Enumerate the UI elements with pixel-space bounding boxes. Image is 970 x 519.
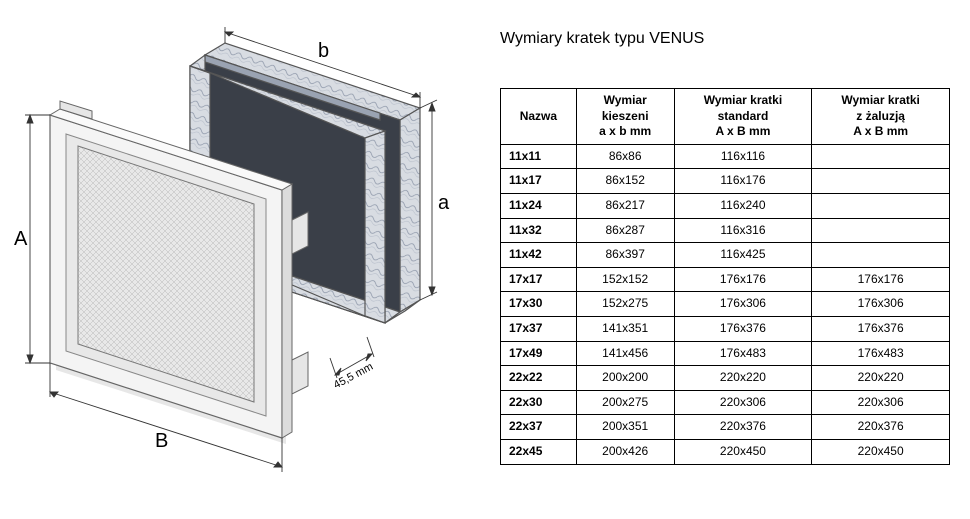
- cell-value: 116x240: [674, 193, 812, 218]
- cell-name: 22x37: [501, 415, 577, 440]
- cell-value: 86x397: [576, 243, 674, 268]
- table-row: 11x2486x217116x240: [501, 193, 950, 218]
- cell-value: 220x306: [812, 390, 950, 415]
- col-blind: Wymiar kratkiz żaluzjąA x B mm: [812, 89, 950, 145]
- cell-value: 141x456: [576, 341, 674, 366]
- cell-value: 220x376: [674, 415, 812, 440]
- cell-value: [812, 169, 950, 194]
- cell-value: 220x450: [812, 439, 950, 464]
- label-a: a: [438, 192, 449, 215]
- col-standard: Wymiar kratkistandardA x B mm: [674, 89, 812, 145]
- cell-value: 176x306: [812, 292, 950, 317]
- col-name: Nazwa: [501, 89, 577, 145]
- cell-value: 200x200: [576, 366, 674, 391]
- cell-value: 86x152: [576, 169, 674, 194]
- cell-value: 220x220: [812, 366, 950, 391]
- cell-name: 22x22: [501, 366, 577, 391]
- cell-value: 200x426: [576, 439, 674, 464]
- cell-name: 11x17: [501, 169, 577, 194]
- label-A: A: [14, 228, 27, 251]
- dimensions-table: Nazwa Wymiarkieszenia x b mm Wymiar krat…: [500, 88, 950, 465]
- cell-name: 22x45: [501, 439, 577, 464]
- table-row: 22x37200x351220x376220x376: [501, 415, 950, 440]
- cell-name: 11x11: [501, 144, 577, 169]
- cell-value: 176x483: [812, 341, 950, 366]
- cell-value: 116x316: [674, 218, 812, 243]
- table-row: 22x45200x426220x450220x450: [501, 439, 950, 464]
- table-row: 17x30152x275176x306176x306: [501, 292, 950, 317]
- cell-value: 116x116: [674, 144, 812, 169]
- table-row: 17x49141x456176x483176x483: [501, 341, 950, 366]
- table-header-row: Nazwa Wymiarkieszenia x b mm Wymiar krat…: [501, 89, 950, 145]
- cell-value: 220x376: [812, 415, 950, 440]
- page-title: Wymiary kratek typu VENUS: [500, 30, 950, 48]
- cell-name: 22x30: [501, 390, 577, 415]
- cell-value: 176x376: [812, 316, 950, 341]
- cell-name: 17x37: [501, 316, 577, 341]
- cell-name: 17x17: [501, 267, 577, 292]
- table-row: 11x1786x152116x176: [501, 169, 950, 194]
- cell-value: 220x220: [674, 366, 812, 391]
- technical-drawing: A B a b 45,5 mm: [0, 0, 480, 514]
- label-b: b: [318, 40, 329, 63]
- table-row: 17x37141x351176x376176x376: [501, 316, 950, 341]
- cell-name: 17x30: [501, 292, 577, 317]
- table-row: 22x22200x200220x220220x220: [501, 366, 950, 391]
- cell-value: 176x176: [812, 267, 950, 292]
- table-row: 11x4286x397116x425: [501, 243, 950, 268]
- col-pocket: Wymiarkieszenia x b mm: [576, 89, 674, 145]
- cell-value: 86x86: [576, 144, 674, 169]
- cell-value: 200x275: [576, 390, 674, 415]
- cell-value: 116x425: [674, 243, 812, 268]
- cell-value: [812, 193, 950, 218]
- table-body: 11x1186x86116x11611x1786x152116x17611x24…: [501, 144, 950, 464]
- grille-diagram-svg: [0, 0, 480, 514]
- cell-value: 86x217: [576, 193, 674, 218]
- cell-name: 11x24: [501, 193, 577, 218]
- table-row: 22x30200x275220x306220x306: [501, 390, 950, 415]
- table-row: 17x17152x152176x176176x176: [501, 267, 950, 292]
- cell-value: [812, 243, 950, 268]
- cell-value: [812, 218, 950, 243]
- cell-value: 152x152: [576, 267, 674, 292]
- cell-value: 152x275: [576, 292, 674, 317]
- cell-value: 176x306: [674, 292, 812, 317]
- data-panel: Wymiary kratek typu VENUS Nazwa Wymiarki…: [480, 0, 970, 514]
- cell-value: 141x351: [576, 316, 674, 341]
- cell-value: 220x306: [674, 390, 812, 415]
- cell-value: 86x287: [576, 218, 674, 243]
- label-B: B: [155, 430, 168, 453]
- cell-value: 200x351: [576, 415, 674, 440]
- table-row: 11x1186x86116x116: [501, 144, 950, 169]
- cell-value: 220x450: [674, 439, 812, 464]
- cell-value: [812, 144, 950, 169]
- cell-value: 176x176: [674, 267, 812, 292]
- table-row: 11x3286x287116x316: [501, 218, 950, 243]
- cell-value: 176x376: [674, 316, 812, 341]
- cell-value: 116x176: [674, 169, 812, 194]
- cell-value: 176x483: [674, 341, 812, 366]
- cell-name: 11x32: [501, 218, 577, 243]
- cell-name: 11x42: [501, 243, 577, 268]
- cell-name: 17x49: [501, 341, 577, 366]
